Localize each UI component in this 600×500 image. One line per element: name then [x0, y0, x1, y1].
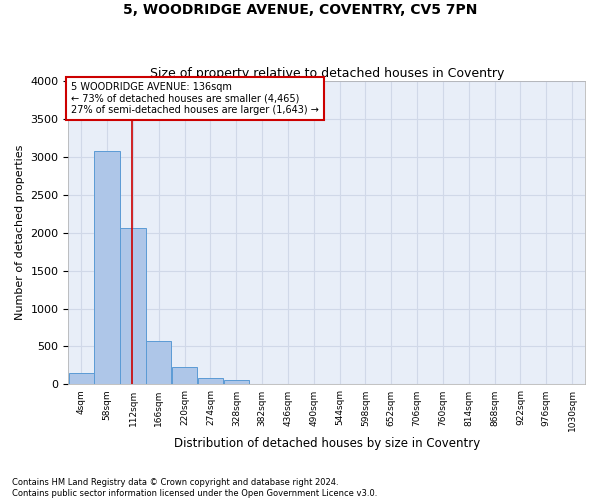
Text: Contains HM Land Registry data © Crown copyright and database right 2024.
Contai: Contains HM Land Registry data © Crown c… [12, 478, 377, 498]
Bar [172, 367, 197, 384]
Bar [224, 380, 249, 384]
Text: 5 WOODRIDGE AVENUE: 136sqm
← 73% of detached houses are smaller (4,465)
27% of s: 5 WOODRIDGE AVENUE: 136sqm ← 73% of deta… [71, 82, 319, 116]
Bar [146, 341, 172, 384]
Bar [94, 152, 120, 384]
Title: Size of property relative to detached houses in Coventry: Size of property relative to detached ho… [149, 66, 504, 80]
Bar [68, 373, 94, 384]
X-axis label: Distribution of detached houses by size in Coventry: Distribution of detached houses by size … [173, 437, 480, 450]
Bar [198, 378, 223, 384]
Text: 5, WOODRIDGE AVENUE, COVENTRY, CV5 7PN: 5, WOODRIDGE AVENUE, COVENTRY, CV5 7PN [123, 2, 477, 16]
Y-axis label: Number of detached properties: Number of detached properties [15, 145, 25, 320]
Bar [121, 228, 146, 384]
